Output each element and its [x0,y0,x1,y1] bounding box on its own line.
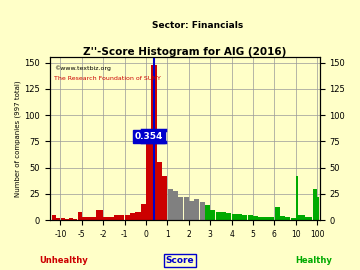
Bar [152,65,157,220]
Bar [216,212,221,220]
Y-axis label: Number of companies (997 total): Number of companies (997 total) [15,80,22,197]
Bar [305,217,312,220]
Text: Sector: Financials: Sector: Financials [152,21,244,30]
Bar [194,199,199,220]
Bar [141,204,146,220]
Bar [162,176,167,220]
Bar [253,216,258,220]
Bar [291,218,296,220]
Bar [125,215,130,220]
Bar [73,219,77,220]
Bar [269,217,274,220]
Bar [317,197,319,220]
Text: ©www.textbiz.org: ©www.textbiz.org [54,65,111,71]
Bar [69,218,73,220]
Bar [78,212,82,220]
Bar [248,215,253,220]
Text: Healthy: Healthy [295,256,332,265]
Bar [60,218,64,220]
Bar [157,162,162,220]
Bar [89,217,96,220]
Bar [82,217,89,220]
Text: Unhealthy: Unhealthy [40,256,88,265]
Bar [178,197,183,220]
Bar [226,213,231,220]
Bar [258,217,264,220]
Bar [205,205,210,220]
Bar [173,191,178,220]
Bar [103,217,114,220]
Bar [296,176,298,220]
Bar [114,215,124,220]
Text: Score: Score [166,256,194,265]
Bar [312,188,317,220]
Bar [210,210,215,220]
Bar [96,210,103,220]
Bar [130,213,135,220]
Bar [298,215,305,220]
Bar [275,207,280,220]
Bar [285,217,290,220]
Bar [264,217,269,220]
Bar [167,188,173,220]
Title: Z''-Score Histogram for AIG (2016): Z''-Score Histogram for AIG (2016) [83,48,286,58]
Bar [184,197,189,220]
Bar [232,214,237,220]
Bar [146,131,151,220]
Bar [52,215,56,220]
Bar [65,219,69,220]
Bar [280,216,285,220]
Bar [237,214,242,220]
Bar [200,202,205,220]
Text: The Research Foundation of SUNY: The Research Foundation of SUNY [54,76,161,82]
Bar [189,201,194,220]
Bar [242,215,247,220]
Text: 0.354: 0.354 [135,131,163,141]
Bar [221,212,226,220]
Bar [135,212,140,220]
Bar [56,218,60,220]
